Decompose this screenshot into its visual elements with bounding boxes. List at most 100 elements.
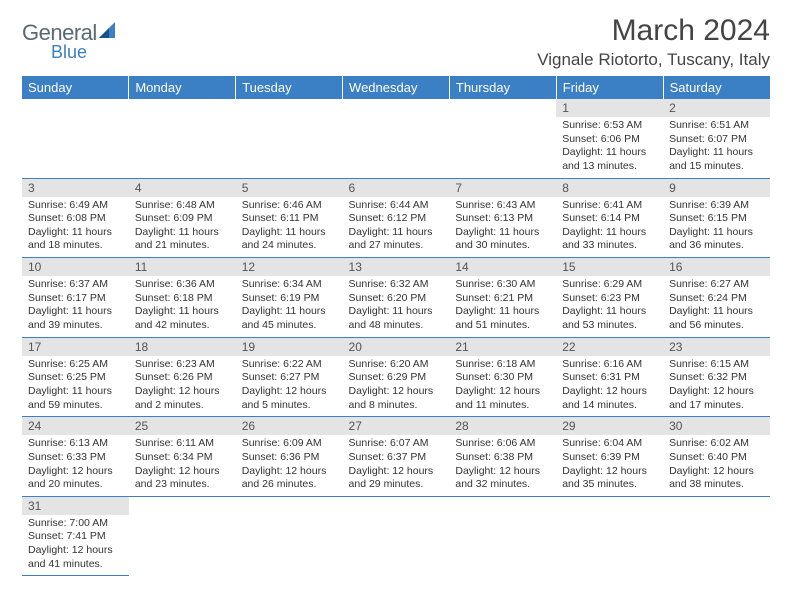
day-number bbox=[22, 99, 129, 115]
day-header: Monday bbox=[129, 76, 236, 99]
sunrise-text: Sunrise: 6:23 AM bbox=[135, 358, 230, 372]
day-number: 17 bbox=[22, 338, 129, 356]
day-number: 30 bbox=[663, 417, 770, 435]
day-body: Sunrise: 6:16 AMSunset: 6:31 PMDaylight:… bbox=[556, 356, 663, 417]
sunrise-text: Sunrise: 6:13 AM bbox=[28, 437, 123, 451]
day-body: Sunrise: 6:11 AMSunset: 6:34 PMDaylight:… bbox=[129, 435, 236, 496]
day-number: 26 bbox=[236, 417, 343, 435]
calendar-cell: 11 Sunrise: 6:36 AMSunset: 6:18 PMDayligh… bbox=[129, 258, 236, 338]
calendar-cell: 7Sunrise: 6:43 AMSunset: 6:13 PMDaylight… bbox=[449, 178, 556, 258]
sunset-text: Sunset: 6:23 PM bbox=[562, 292, 657, 306]
day-body: Sunrise: 7:00 AMSunset: 7:41 PMDaylight:… bbox=[22, 515, 129, 576]
calendar-cell bbox=[663, 496, 770, 576]
sunrise-text: Sunrise: 6:16 AM bbox=[562, 358, 657, 372]
calendar-cell bbox=[129, 99, 236, 178]
day-number: 4 bbox=[129, 179, 236, 197]
calendar-cell: 14Sunrise: 6:30 AMSunset: 6:21 PMDayligh… bbox=[449, 258, 556, 338]
day-number bbox=[556, 497, 663, 513]
calendar-cell bbox=[343, 496, 450, 576]
calendar-cell: 2Sunrise: 6:51 AMSunset: 6:07 PMDaylight… bbox=[663, 99, 770, 178]
day-number bbox=[343, 99, 450, 115]
calendar-cell bbox=[556, 496, 663, 576]
calendar-cell: 9Sunrise: 6:39 AMSunset: 6:15 PMDaylight… bbox=[663, 178, 770, 258]
sunset-text: Sunset: 6:18 PM bbox=[135, 292, 230, 306]
calendar-week: 3Sunrise: 6:49 AMSunset: 6:08 PMDaylight… bbox=[22, 178, 770, 258]
daylight-text: Daylight: 11 hours and 53 minutes. bbox=[562, 305, 657, 332]
day-number: 1 bbox=[556, 99, 663, 117]
day-header: Friday bbox=[556, 76, 663, 99]
daylight-text: Daylight: 11 hours and 42 minutes. bbox=[135, 305, 230, 332]
day-body: Sunrise: 6:20 AMSunset: 6:29 PMDaylight:… bbox=[343, 356, 450, 417]
daylight-text: Daylight: 12 hours and 29 minutes. bbox=[349, 465, 444, 492]
daylight-text: Daylight: 11 hours and 13 minutes. bbox=[562, 146, 657, 173]
day-number: 6 bbox=[343, 179, 450, 197]
day-body: Sunrise: 6:44 AMSunset: 6:12 PMDaylight:… bbox=[343, 197, 450, 258]
sunset-text: Sunset: 6:26 PM bbox=[135, 371, 230, 385]
daylight-text: Daylight: 11 hours and 48 minutes. bbox=[349, 305, 444, 332]
calendar-cell: 18Sunrise: 6:23 AMSunset: 6:26 PMDayligh… bbox=[129, 337, 236, 417]
day-body: Sunrise: 6:53 AMSunset: 6:06 PMDaylight:… bbox=[556, 117, 663, 178]
daylight-text: Daylight: 11 hours and 36 minutes. bbox=[669, 226, 764, 253]
day-number: 11 bbox=[129, 258, 236, 276]
daylight-text: Daylight: 12 hours and 38 minutes. bbox=[669, 465, 764, 492]
calendar-cell bbox=[22, 99, 129, 178]
sunset-text: Sunset: 6:15 PM bbox=[669, 212, 764, 226]
day-number: 15 bbox=[556, 258, 663, 276]
daylight-text: Daylight: 11 hours and 45 minutes. bbox=[242, 305, 337, 332]
day-number: 24 bbox=[22, 417, 129, 435]
calendar-cell bbox=[129, 496, 236, 576]
daylight-text: Daylight: 11 hours and 59 minutes. bbox=[28, 385, 123, 412]
sunrise-text: Sunrise: 6:36 AM bbox=[135, 278, 230, 292]
calendar-cell: 28Sunrise: 6:06 AMSunset: 6:38 PMDayligh… bbox=[449, 417, 556, 497]
sunrise-text: Sunrise: 6:22 AM bbox=[242, 358, 337, 372]
sunrise-text: Sunrise: 7:00 AM bbox=[28, 517, 123, 531]
calendar-head: SundayMondayTuesdayWednesdayThursdayFrid… bbox=[22, 76, 770, 99]
calendar-cell: 29Sunrise: 6:04 AMSunset: 6:39 PMDayligh… bbox=[556, 417, 663, 497]
day-number: 10 bbox=[22, 258, 129, 276]
calendar-table: SundayMondayTuesdayWednesdayThursdayFrid… bbox=[22, 76, 770, 576]
logo-blue-text-wrap: Blue bbox=[50, 42, 87, 63]
calendar-cell: 15 Sunrise: 6:29 AMSunset: 6:23 PMDayligh… bbox=[556, 258, 663, 338]
sunrise-text: Sunrise: 6:41 AM bbox=[562, 199, 657, 213]
day-body bbox=[449, 115, 556, 169]
sunrise-text: Sunrise: 6:34 AM bbox=[242, 278, 337, 292]
calendar-cell: 6Sunrise: 6:44 AMSunset: 6:12 PMDaylight… bbox=[343, 178, 450, 258]
calendar-cell: 4Sunrise: 6:48 AMSunset: 6:09 PMDaylight… bbox=[129, 178, 236, 258]
daylight-text: Daylight: 11 hours and 18 minutes. bbox=[28, 226, 123, 253]
day-header: Tuesday bbox=[236, 76, 343, 99]
day-number: 23 bbox=[663, 338, 770, 356]
daylight-text: Daylight: 12 hours and 11 minutes. bbox=[455, 385, 550, 412]
calendar-cell: 27Sunrise: 6:07 AMSunset: 6:37 PMDayligh… bbox=[343, 417, 450, 497]
calendar-body: 1Sunrise: 6:53 AMSunset: 6:06 PMDaylight… bbox=[22, 99, 770, 576]
sunset-text: Sunset: 6:24 PM bbox=[669, 292, 764, 306]
daylight-text: Daylight: 12 hours and 41 minutes. bbox=[28, 544, 123, 571]
day-header: Wednesday bbox=[343, 76, 450, 99]
day-header: Thursday bbox=[449, 76, 556, 99]
sunrise-text: Sunrise: 6:43 AM bbox=[455, 199, 550, 213]
day-body: Sunrise: 6:13 AMSunset: 6:33 PMDaylight:… bbox=[22, 435, 129, 496]
sunrise-text: Sunrise: 6:51 AM bbox=[669, 119, 764, 133]
day-body: Sunrise: 6:23 AMSunset: 6:26 PMDaylight:… bbox=[129, 356, 236, 417]
sunset-text: Sunset: 6:06 PM bbox=[562, 133, 657, 147]
calendar-cell: 12Sunrise: 6:34 AMSunset: 6:19 PMDayligh… bbox=[236, 258, 343, 338]
day-body: Sunrise: 6:15 AMSunset: 6:32 PMDaylight:… bbox=[663, 356, 770, 417]
day-number: 29 bbox=[556, 417, 663, 435]
day-body: Sunrise: 6:04 AMSunset: 6:39 PMDaylight:… bbox=[556, 435, 663, 496]
sunrise-text: Sunrise: 6:25 AM bbox=[28, 358, 123, 372]
day-body: Sunrise: 6:07 AMSunset: 6:37 PMDaylight:… bbox=[343, 435, 450, 496]
calendar-cell: 13Sunrise: 6:32 AMSunset: 6:20 PMDayligh… bbox=[343, 258, 450, 338]
daylight-text: Daylight: 11 hours and 39 minutes. bbox=[28, 305, 123, 332]
sunset-text: Sunset: 6:31 PM bbox=[562, 371, 657, 385]
sunset-text: Sunset: 6:33 PM bbox=[28, 451, 123, 465]
sunrise-text: Sunrise: 6:48 AM bbox=[135, 199, 230, 213]
sunrise-text: Sunrise: 6:29 AM bbox=[562, 278, 657, 292]
sunset-text: Sunset: 6:30 PM bbox=[455, 371, 550, 385]
sunrise-text: Sunrise: 6:27 AM bbox=[669, 278, 764, 292]
calendar-cell: 25Sunrise: 6:11 AMSunset: 6:34 PMDayligh… bbox=[129, 417, 236, 497]
day-body bbox=[663, 513, 770, 567]
sunset-text: Sunset: 6:25 PM bbox=[28, 371, 123, 385]
daylight-text: Daylight: 12 hours and 14 minutes. bbox=[562, 385, 657, 412]
day-number: 25 bbox=[129, 417, 236, 435]
sunrise-text: Sunrise: 6:20 AM bbox=[349, 358, 444, 372]
day-body: Sunrise: 6:27 AMSunset: 6:24 PMDaylight:… bbox=[663, 276, 770, 337]
